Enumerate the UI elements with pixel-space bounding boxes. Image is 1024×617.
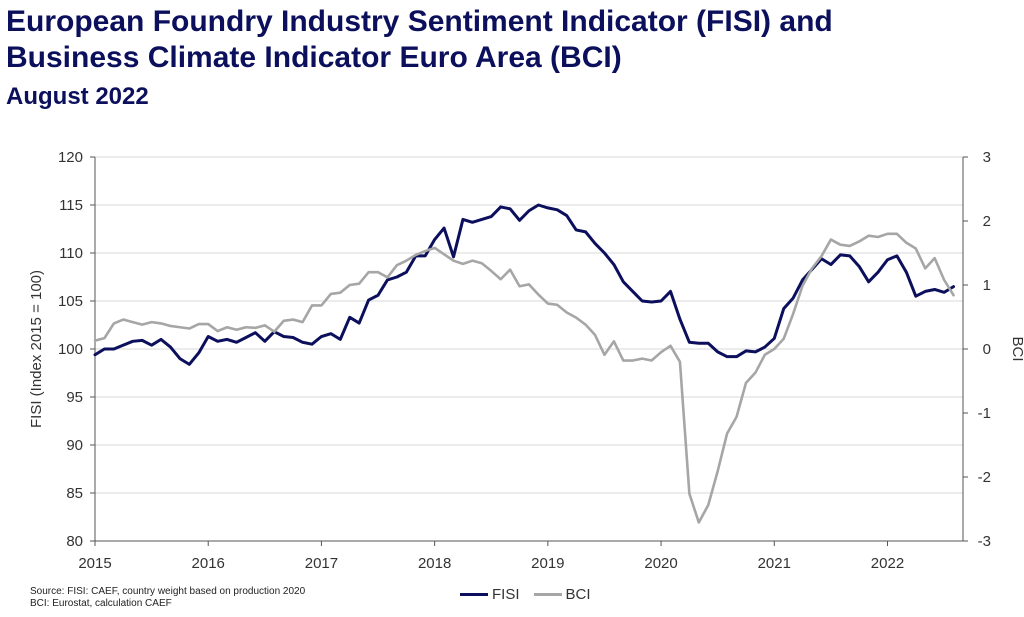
- legend: FISI BCI: [460, 586, 605, 603]
- source-line-1: Source: FISI: CAEF, country weight based…: [30, 586, 306, 597]
- series-layer: [93, 203, 956, 524]
- right-axis-tick-label: 1: [983, 277, 991, 294]
- chart-title-line-1: European Foundry Industry Sentiment Indi…: [6, 5, 833, 38]
- source-line-2: BCI: Eurostat, calculation CAEF: [30, 598, 172, 609]
- left-axis-tick-label: 90: [66, 437, 83, 454]
- labels-layer: 80 85 90 95 100 105 110 115 120 -3 -2 -1 0 1 2 3 2015 201…: [28, 149, 1024, 572]
- legend-label-fisi: FISI: [492, 586, 520, 603]
- left-axis-tick-label: 95: [66, 389, 83, 406]
- chart-subtitle: August 2022: [6, 83, 149, 110]
- right-axis-title: BCI: [1009, 336, 1024, 361]
- x-axis-tick-label: 2021: [758, 555, 791, 572]
- x-axis-tick-label: 2020: [644, 555, 677, 572]
- right-axis-tick-label: 3: [983, 149, 991, 166]
- x-axis-tick-label: 2016: [192, 555, 225, 572]
- grid-layer: [95, 156, 963, 494]
- chart-title: European Foundry Industry Sentiment Indi…: [6, 4, 833, 76]
- x-axis-tick-label: 2019: [531, 555, 564, 572]
- legend-item-bci: BCI: [533, 586, 591, 603]
- left-axis-tick-label: 115: [59, 197, 83, 214]
- left-axis-tick-label: 85: [66, 485, 83, 502]
- x-axis-tick-label: 2018: [418, 555, 451, 572]
- legend-item-fisi: FISI: [460, 586, 520, 603]
- legend-label-bci: BCI: [565, 586, 591, 603]
- left-axis-title: FISI (Index 2015 = 100): [28, 270, 45, 428]
- x-axis-tick-label: 2017: [305, 555, 338, 572]
- series-line-bci: [93, 232, 955, 524]
- source-note: Source: FISI: CAEF, country weight based…: [30, 586, 305, 610]
- x-axis-tick-label: 2022: [871, 555, 904, 572]
- left-axis-tick-label: 120: [58, 149, 83, 166]
- left-axis-tick-label: 80: [66, 533, 83, 550]
- legend-swatch-fisi: [460, 593, 488, 596]
- right-axis-tick-label: -1: [978, 405, 991, 422]
- chart-title-line-2: Business Climate Indicator Euro Area (BC…: [6, 41, 622, 74]
- right-axis-tick-label: 2: [983, 213, 991, 230]
- left-axis-tick-label: 110: [59, 245, 83, 262]
- left-axis-tick-label: 105: [58, 293, 83, 310]
- right-axis-tick-label: -2: [978, 469, 991, 486]
- legend-swatch-bci: [533, 593, 562, 596]
- right-axis-tick-label: -3: [978, 533, 991, 550]
- left-axis-tick-label: 100: [58, 341, 83, 358]
- axes-layer: [90, 156, 968, 546]
- x-axis-tick-label: 2015: [78, 555, 111, 572]
- right-axis-tick-label: 0: [983, 341, 991, 358]
